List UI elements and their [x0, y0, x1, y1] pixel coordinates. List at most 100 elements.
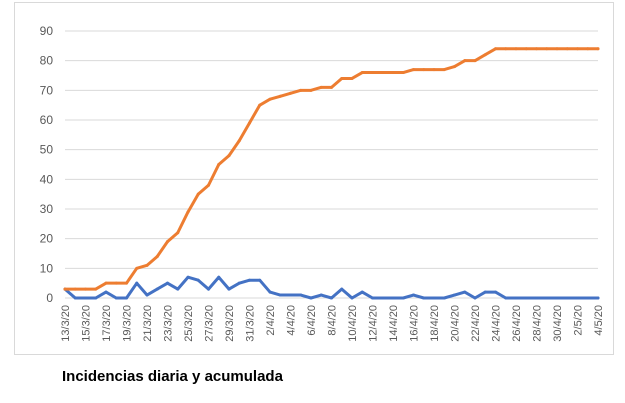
series-1-point: [473, 296, 477, 300]
series-1-point: [586, 296, 590, 300]
series-1-point: [73, 296, 77, 300]
series-1-point: [145, 293, 149, 297]
series-2-point: [545, 47, 549, 51]
series-1-point: [196, 278, 200, 282]
series-2-point: [145, 263, 149, 267]
series-2-point: [125, 281, 128, 285]
series-2-point: [63, 287, 67, 291]
series-1-point: [299, 293, 303, 297]
x-tick-label: 12/4/20: [368, 305, 380, 342]
series-1-point: [412, 293, 415, 297]
series-2-point: [84, 287, 87, 291]
series-1-point: [391, 296, 395, 300]
series-1-point: [125, 296, 128, 300]
series-2-point: [73, 287, 77, 291]
x-tick-label: 10/4/20: [347, 305, 359, 342]
series-2-point: [248, 121, 251, 125]
x-tick-label: 21/3/20: [142, 305, 154, 342]
series-2-point: [319, 85, 323, 89]
series-2-point: [391, 71, 395, 75]
y-axis: 0 10 20 30 40 50 60 70 80 90: [40, 24, 54, 305]
series-1-point: [381, 296, 385, 300]
series-1-point: [278, 293, 282, 297]
x-tick-label: 4/4/20: [286, 305, 298, 336]
x-tick-label: 8/4/20: [327, 305, 339, 336]
series-1-point: [217, 275, 221, 279]
series-line-2: [63, 47, 600, 291]
series-2-point: [340, 76, 344, 80]
series-1-point: [94, 296, 98, 300]
series-2-point: [381, 71, 385, 75]
x-tick-label: 22/4/20: [470, 305, 482, 342]
series-2-point: [176, 231, 180, 235]
series-1-point: [596, 296, 600, 300]
x-tick-label: 13/3/20: [60, 305, 72, 342]
series-2-point: [330, 85, 333, 89]
series-2-point: [299, 88, 303, 92]
x-tick-label: 31/3/20: [245, 305, 257, 342]
series-1-point: [401, 296, 405, 300]
series-2-point: [217, 163, 221, 166]
series-2-point: [196, 192, 200, 196]
series-1-point: [309, 296, 313, 300]
series-2-point: [483, 53, 487, 57]
series-1-point: [289, 293, 292, 297]
series-1-point: [114, 296, 118, 300]
series-line-1: [63, 275, 600, 300]
y-tick-label: 70: [40, 83, 54, 97]
series-2-point: [586, 47, 590, 51]
series-2-point: [155, 254, 159, 258]
y-tick-label: 40: [40, 172, 54, 186]
series-2-point: [473, 59, 477, 63]
series-2-point: [514, 47, 518, 51]
series-2-point: [289, 91, 292, 95]
series-1-point: [227, 287, 231, 291]
series-2-point: [104, 281, 108, 285]
series-1-point: [371, 296, 374, 300]
x-tick-label: 16/4/20: [409, 305, 421, 342]
series-2-point: [268, 97, 272, 101]
series-2-point: [135, 266, 139, 270]
series-1-point: [135, 281, 139, 285]
series-1-point: [330, 296, 333, 300]
series-2-point: [186, 210, 190, 214]
series-2-point: [412, 68, 415, 72]
series-2-point: [422, 68, 426, 72]
y-tick-label: 30: [40, 202, 54, 216]
series-1-point: [555, 296, 559, 300]
x-tick-label: 28/4/20: [532, 305, 544, 342]
series-2-point: [371, 71, 374, 75]
x-tick-label: 18/4/20: [429, 305, 441, 342]
series-1-point: [422, 296, 426, 300]
chart-frame: 0 10 20 30 40 50 60 70 80 90 13/3/20 15/3/20 17/3/2…: [14, 2, 614, 355]
series-2-point: [237, 139, 241, 143]
series-1-point: [463, 290, 467, 294]
series-1-point: [176, 287, 180, 291]
x-tick-label: 14/4/20: [388, 305, 400, 342]
x-tick-label: 2/4/20: [265, 305, 277, 336]
series-1-point: [166, 281, 169, 285]
y-tick-label: 0: [46, 291, 53, 305]
series-1-point: [340, 287, 344, 291]
x-tick-label: 24/4/20: [491, 305, 503, 342]
series-1-point: [258, 278, 262, 282]
x-tick-label: 23/3/20: [163, 305, 175, 342]
series-1-point: [453, 293, 456, 297]
series-1-point: [268, 290, 272, 294]
series-1-point: [84, 296, 87, 300]
series-1-point: [350, 296, 354, 300]
series-1-point: [545, 296, 549, 300]
series-1-point: [535, 296, 538, 300]
series-2-point: [494, 47, 497, 51]
series-lines: [63, 47, 600, 300]
series-2-point: [463, 59, 467, 63]
y-tick-label: 10: [40, 261, 54, 275]
series-2-point: [453, 65, 456, 69]
series-1-point: [186, 275, 190, 279]
series-2-point: [207, 183, 210, 187]
x-tick-label: 25/3/20: [183, 305, 195, 342]
y-tick-label: 80: [40, 54, 54, 68]
series-2-point: [166, 240, 169, 244]
x-tick-label: 30/4/20: [552, 305, 564, 342]
series-1-point: [104, 290, 108, 294]
